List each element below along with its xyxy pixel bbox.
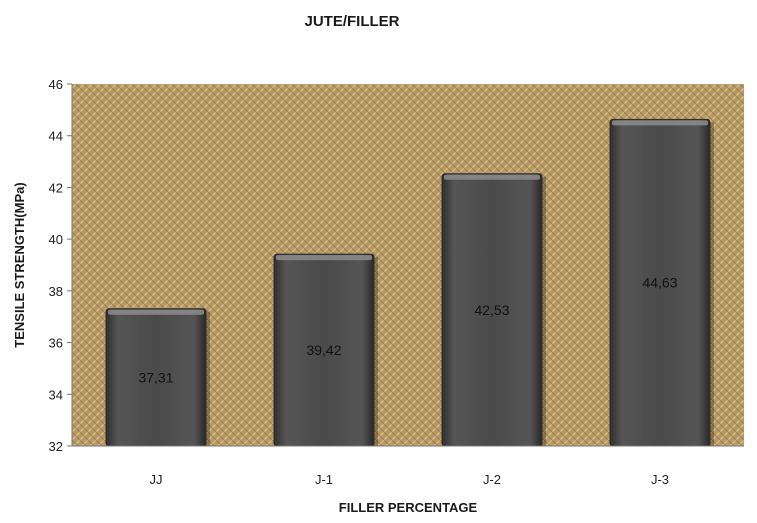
bars: 37,31 39,42 42,53 44,63 [105, 118, 714, 447]
bar-top-bevel [444, 174, 540, 180]
x-tick-label: J-3 [651, 472, 669, 487]
x-tick-label: J-2 [483, 472, 501, 487]
y-tick-label: 34 [49, 387, 63, 402]
data-label: 44,63 [642, 275, 677, 291]
y-tick-label: 38 [49, 284, 63, 299]
data-label: 42,53 [474, 302, 509, 318]
y-axis-ticks: 32 34 36 38 40 42 44 46 [49, 77, 72, 454]
x-axis-title: FILLER PERCENTAGE [339, 500, 478, 515]
x-tick-label: J-1 [315, 472, 333, 487]
data-label: 37,31 [138, 369, 173, 385]
chart-title: JUTE/FILLER [304, 13, 399, 30]
bar-top-bevel [108, 309, 204, 315]
y-tick-label: 32 [49, 439, 63, 454]
y-tick-label: 40 [49, 232, 63, 247]
y-tick-label: 36 [49, 336, 63, 351]
bar-top-bevel [276, 255, 372, 261]
y-tick-label: 46 [49, 77, 63, 92]
x-tick-label: JJ [150, 472, 163, 487]
y-tick-label: 42 [49, 180, 63, 195]
data-label: 39,42 [306, 342, 341, 358]
y-tick-label: 44 [49, 129, 63, 144]
y-axis-title: TENSILE STRENGTH(MPa) [12, 182, 27, 347]
bar-top-bevel [612, 120, 708, 126]
x-axis-ticks: JJ J-1 J-2 J-3 [150, 472, 670, 487]
